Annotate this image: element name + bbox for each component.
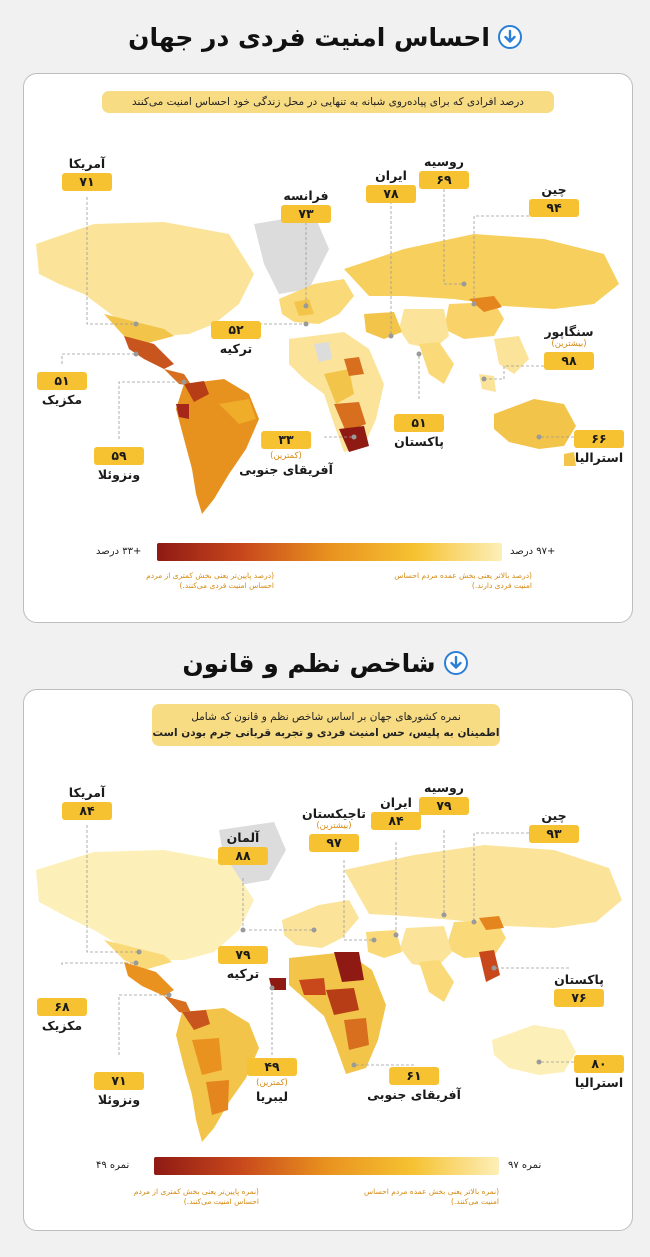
label-turkey: ۵۲ ترکیه	[211, 319, 261, 356]
label-tajikistan: تاجیکستان (بیشترین) ۹۷	[302, 806, 366, 852]
label-south-africa: ۳۳ (کمترین) آفریقای جنوبی	[239, 431, 333, 477]
world-map-law-order	[36, 822, 622, 1142]
label-venezuela: ۷۱ ونزوئلا	[94, 1070, 144, 1107]
label-australia: ۶۶ استرالیا	[574, 430, 624, 465]
download-circle-icon[interactable]	[497, 25, 522, 49]
label-south-africa: ۶۱ آفریقای جنوبی	[367, 1067, 461, 1102]
legend-high-note: (نمره بالاتر یعنی بخش عمده مردم احساس ام…	[364, 1187, 499, 1206]
legend-low-label: +۳۳ درصد	[96, 546, 142, 557]
legend-gradient-bar	[157, 543, 502, 561]
label-china: چین ۹۳	[529, 808, 579, 845]
map-subtitle: درصد افرادی که برای پیاده‌روی شبانه به ت…	[102, 91, 554, 113]
label-usa: آمریکا ۷۱	[62, 156, 112, 193]
legend-high-label: +۹۷ درصد	[510, 546, 556, 557]
section-2-title-bar: شاخص نظم و قانون	[0, 640, 650, 686]
label-venezuela: ۵۹ ونزوئلا	[94, 445, 144, 482]
legend-low-label: نمره ۴۹	[96, 1160, 130, 1171]
legend-high-note: (درصد بالاتر یعنی بخش عمده مردم احساس ام…	[394, 571, 532, 590]
label-russia: روسیه ۶۹	[419, 154, 469, 191]
label-china: چین ۹۴	[529, 182, 579, 219]
legend-gradient-bar	[154, 1157, 499, 1175]
legend-low-note: (نمره پایین‌تر یعنی بخش کمتری از مردم اح…	[133, 1187, 259, 1206]
world-map-security	[36, 189, 619, 514]
label-pakistan: پاکستان ۷۶	[554, 972, 604, 1007]
security-map-card: درصد افرادی که برای پیاده‌روی شبانه به ت…	[23, 73, 633, 623]
label-usa: آمریکا ۸۴	[62, 785, 112, 822]
label-singapore: سنگاپور (بیشترین) ۹۸	[544, 324, 594, 370]
label-france: فرانسه ۷۳	[281, 188, 331, 225]
label-mexico: ۵۱ مکزیک	[37, 370, 87, 407]
legend-low-note: (درصد پایین‌تر یعنی بخش کمتری از مردم اح…	[146, 571, 274, 590]
subtitle-line-1: نمره کشورهای جهان بر اساس شاخص نظم و قان…	[191, 710, 461, 723]
label-russia: روسیه ۷۹	[419, 780, 469, 817]
download-circle-icon[interactable]	[443, 651, 468, 675]
label-mexico: ۶۸ مکزیک	[37, 996, 87, 1033]
section-2-title: شاخص نظم و قانون	[182, 648, 436, 678]
legend-high-label: نمره ۹۷	[508, 1160, 542, 1171]
section-1-title-bar: احساس امنیت فردی در جهان	[0, 14, 650, 60]
label-pakistan: ۵۱ پاکستان	[394, 414, 444, 449]
label-germany: آلمان ۸۸	[218, 830, 268, 867]
map-subtitle: نمره کشورهای جهان بر اساس شاخص نظم و قان…	[152, 704, 500, 746]
label-liberia: ۴۹ (کمترین) لیبریا	[247, 1056, 297, 1104]
subtitle-line-2: اطمینان به پلیس، حس امنیت فردی و تجربه ق…	[152, 727, 500, 739]
label-iran: ایران ۸۴	[371, 795, 421, 832]
label-australia: ۸۰ استرالیا	[574, 1055, 624, 1090]
law-order-map-card: نمره کشورهای جهان بر اساس شاخص نظم و قان…	[23, 689, 633, 1231]
section-1-title: احساس امنیت فردی در جهان	[128, 22, 490, 52]
label-iran: ایران ۷۸	[366, 168, 416, 205]
label-turkey: ۷۹ ترکیه	[218, 944, 268, 981]
